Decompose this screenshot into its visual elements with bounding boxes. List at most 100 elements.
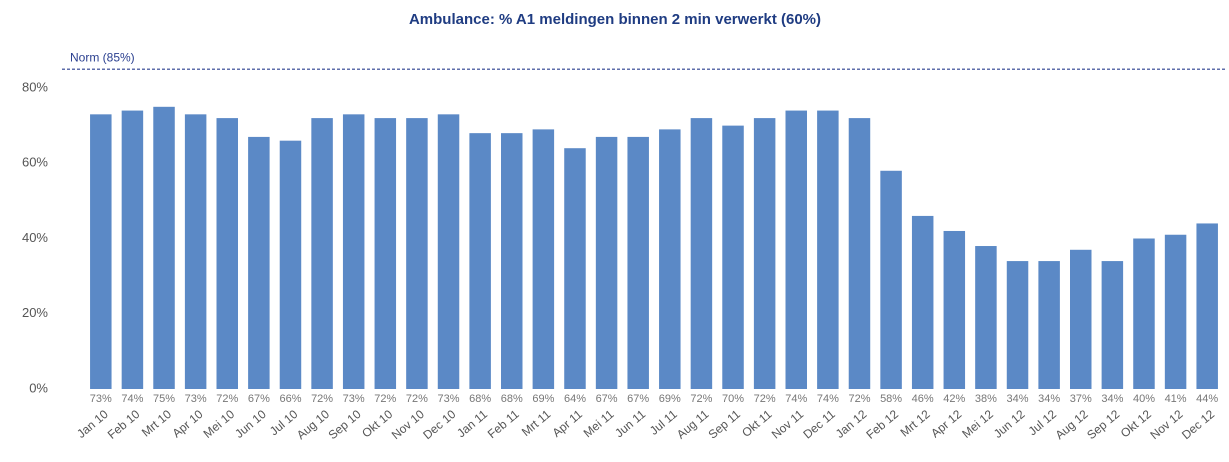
x-tick-label: Jan 11 — [454, 407, 490, 441]
bar — [153, 106, 175, 389]
bar — [90, 114, 112, 390]
value-label: 72% — [690, 393, 712, 405]
bar — [659, 129, 681, 389]
x-tick-label: Sep 10 — [326, 407, 364, 442]
bar — [785, 110, 807, 389]
bar — [595, 136, 618, 389]
bar — [1133, 238, 1155, 389]
bar — [975, 246, 997, 389]
value-label: 67% — [596, 393, 618, 405]
bar — [1070, 249, 1092, 389]
value-label: 40% — [1133, 393, 1155, 405]
value-label: 34% — [1101, 393, 1123, 405]
value-label: 46% — [912, 393, 934, 405]
bar — [437, 114, 460, 390]
bar — [722, 125, 744, 389]
bar — [943, 230, 966, 389]
x-tick-label: Dec 12 — [1179, 407, 1217, 442]
value-label: 67% — [248, 393, 270, 405]
value-label: 68% — [469, 393, 491, 405]
value-label: 41% — [1165, 393, 1187, 405]
bar — [690, 118, 713, 389]
x-tick-label: Apr 12 — [928, 407, 964, 441]
x-tick-label: Dec 11 — [800, 407, 838, 442]
x-tick-label: Okt 11 — [739, 407, 775, 440]
bar — [406, 118, 428, 389]
x-tick-label: Feb 10 — [105, 407, 143, 442]
value-label: 73% — [438, 393, 460, 405]
value-label: 72% — [848, 393, 870, 405]
x-tick-label: Mrt 10 — [139, 407, 174, 440]
bar — [469, 133, 491, 389]
bar — [1164, 234, 1187, 389]
y-tick-label: 40% — [22, 230, 48, 245]
bar — [248, 136, 270, 389]
bar — [1101, 261, 1124, 389]
bar — [1196, 223, 1218, 389]
value-label: 37% — [1070, 393, 1092, 405]
value-label: 72% — [754, 393, 776, 405]
value-label: 72% — [216, 393, 238, 405]
x-tick-label: Sep 12 — [1084, 407, 1122, 442]
x-tick-label: Nov 10 — [389, 407, 427, 442]
value-label: 74% — [121, 393, 143, 405]
bar — [279, 140, 302, 389]
value-label: 44% — [1196, 393, 1218, 405]
value-label: 66% — [279, 393, 301, 405]
x-tick-label: Mrt 12 — [898, 407, 933, 440]
chart-title: Ambulance: % A1 meldingen binnen 2 min v… — [409, 11, 821, 28]
x-tick-label: Mei 12 — [959, 407, 996, 441]
value-label: 73% — [90, 393, 112, 405]
bar — [880, 170, 902, 389]
bar — [911, 215, 934, 389]
y-tick-label: 20% — [22, 305, 48, 320]
bar — [564, 148, 586, 389]
value-label: 72% — [311, 393, 333, 405]
value-label: 73% — [185, 393, 207, 405]
x-tick-label: Aug 10 — [294, 407, 332, 442]
value-label: 34% — [1007, 393, 1029, 405]
bar — [342, 114, 365, 390]
x-tick-label: Jun 12 — [991, 407, 1028, 441]
value-label: 70% — [722, 393, 744, 405]
bar — [753, 118, 776, 389]
bar — [1006, 261, 1029, 389]
x-tick-label: Nov 12 — [1147, 407, 1185, 442]
x-tick-label: Aug 12 — [1053, 407, 1091, 442]
x-tick-label: Dec 10 — [420, 407, 458, 442]
bar — [311, 118, 333, 389]
value-label: 75% — [153, 393, 175, 405]
x-tick-label: Jan 10 — [74, 407, 111, 441]
x-tick-label: Sep 11 — [706, 407, 744, 442]
x-tick-label: Jun 11 — [612, 407, 648, 441]
bar — [817, 110, 839, 389]
x-tick-label: Nov 11 — [769, 407, 807, 442]
value-label: 72% — [406, 393, 428, 405]
bar — [532, 129, 555, 389]
bar — [1038, 261, 1060, 389]
x-tick-label: Aug 11 — [674, 407, 712, 442]
bar — [216, 118, 238, 389]
bar — [848, 118, 871, 389]
y-tick-label: 80% — [22, 79, 48, 94]
bar — [501, 133, 523, 389]
value-label: 68% — [501, 393, 523, 405]
bar — [374, 118, 397, 389]
value-label: 74% — [817, 393, 839, 405]
x-tick-label: Mrt 11 — [519, 407, 554, 439]
y-tick-label: 0% — [29, 380, 48, 395]
value-label: 69% — [659, 393, 681, 405]
x-tick-label: Okt 10 — [359, 407, 395, 441]
x-tick-label: Feb 11 — [485, 407, 522, 441]
x-tick-label: Apr 10 — [170, 407, 206, 441]
x-tick-label: Feb 12 — [863, 407, 901, 442]
value-label: 58% — [880, 393, 902, 405]
norm-label: Norm (85%) — [70, 50, 135, 64]
bar — [121, 110, 144, 389]
x-tick-label: Jun 10 — [232, 407, 269, 441]
x-tick-label: Okt 12 — [1118, 407, 1154, 441]
x-tick-label: Mei 10 — [201, 407, 238, 441]
value-label: 72% — [374, 393, 396, 405]
x-tick-label: Mei 11 — [581, 407, 617, 441]
